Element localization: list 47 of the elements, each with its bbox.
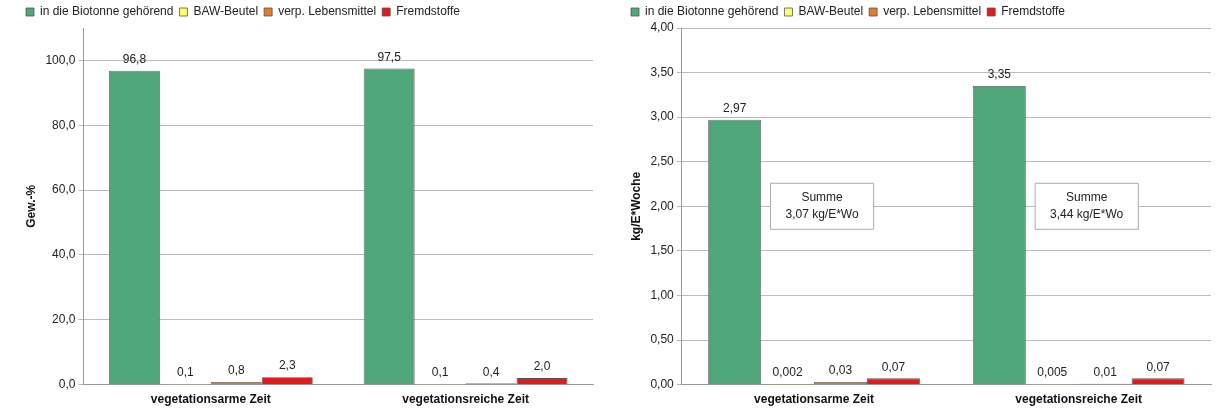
y-tick-label: 0,00 (650, 376, 675, 391)
y-tick-label: 0,50 (650, 332, 675, 347)
x-tick-label: vegetationsarme Zeit (754, 392, 875, 407)
y-axis-title: Gew.-% (23, 184, 38, 228)
y-tick-label: 3,50 (650, 64, 675, 79)
data-label: 97,5 (377, 49, 402, 64)
data-label: 0,1 (177, 365, 195, 380)
x-tick-label: vegetationsreiche Zeit (402, 392, 529, 407)
y-axis-title: kg/E*Woche (628, 171, 643, 241)
y-tick-label: 1,50 (650, 243, 675, 258)
legend-label: in die Biotonne gehörend (40, 4, 174, 19)
y-tick-label: 60,0 (52, 182, 76, 197)
data-label: 96,8 (122, 52, 147, 67)
data-label: 2,0 (533, 359, 551, 374)
data-label: 0,07 (1146, 359, 1171, 374)
y-tick-label: 4,00 (650, 20, 675, 35)
legend-label: BAW-Beutel (798, 4, 864, 19)
y-tick-label: 2,00 (650, 198, 675, 213)
y-tick-label: 100,0 (45, 52, 76, 67)
legend-label: Fremdstoffe (396, 4, 461, 19)
y-tick-label: 1,00 (650, 287, 675, 302)
data-label: 0,4 (482, 364, 500, 379)
y-tick-label: 40,0 (52, 247, 76, 262)
legend-label: Fremdstoffe (1001, 4, 1066, 19)
legend-label: verp. Lebensmittel (278, 4, 377, 19)
data-label: 3,35 (987, 67, 1012, 82)
y-tick-label: 0,0 (58, 376, 76, 391)
x-tick-label: vegetationsarme Zeit (150, 392, 271, 407)
data-label: 0,002 (772, 365, 803, 380)
data-label: 0,005 (1037, 365, 1068, 380)
legend-label: in die Biotonne gehörend (645, 4, 779, 19)
y-tick-label: 80,0 (52, 117, 76, 132)
data-label: 0,1 (431, 365, 449, 380)
data-label: 2,97 (723, 101, 747, 116)
data-label: 2,3 (278, 358, 296, 373)
x-tick-label: vegetationsreiche Zeit (1015, 392, 1143, 407)
y-tick-label: 3,00 (650, 109, 675, 124)
annotation: Summe 3,44 kg/E*Wo (1050, 190, 1124, 222)
legend-label: verp. Lebensmittel (883, 4, 982, 19)
data-label: 0,03 (828, 363, 853, 378)
data-label: 0,8 (227, 363, 245, 378)
y-tick-label: 20,0 (52, 312, 76, 327)
y-tick-label: 2,50 (650, 154, 675, 169)
annotation: Summe 3,07 kg/E*Wo (785, 190, 859, 222)
legend-label: BAW-Beutel (193, 4, 259, 19)
data-label: 0,01 (1093, 365, 1118, 380)
data-label: 0,07 (881, 359, 906, 374)
